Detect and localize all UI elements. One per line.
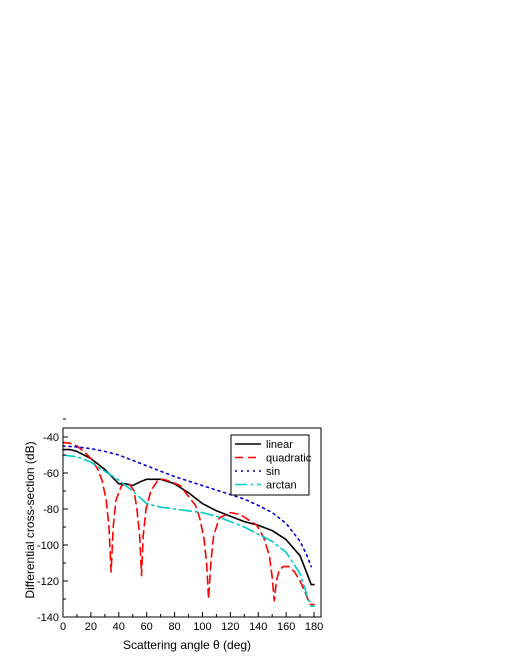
x-tick-label: 140 — [249, 621, 267, 633]
x-axis: 0 20 40 60 80 100 120 140 160 180 — [60, 612, 323, 633]
legend-label-arctan: arctan — [266, 480, 297, 492]
y-tick-label: -80 — [43, 504, 59, 516]
x-tick-label: 100 — [193, 621, 211, 633]
x-tick-label: 40 — [113, 621, 125, 633]
legend-label-linear: linear — [266, 439, 293, 451]
y-tick-label: -60 — [43, 468, 59, 480]
y-tick-label: -140 — [37, 612, 59, 624]
legend-label-quadratic: quadratic — [266, 453, 312, 465]
x-tick-label: 60 — [141, 621, 153, 633]
y-axis: -140 -120 -100 -80 -60 -40 — [37, 418, 68, 624]
x-tick-label: 160 — [277, 621, 295, 633]
x-tick-label: 20 — [85, 621, 97, 633]
series-sin-line — [62, 445, 312, 568]
x-tick-label: 180 — [305, 621, 323, 633]
y-tick-label: -100 — [37, 540, 59, 552]
legend-label-sin: sin — [266, 466, 280, 478]
series-quadratic-line — [62, 441, 315, 606]
x-tick-label: 0 — [60, 621, 66, 633]
y-tick-label: -40 — [43, 432, 59, 444]
y-axis-title: Differential cross-section (dB) — [23, 441, 37, 598]
x-tick-label: 120 — [221, 621, 239, 633]
y-tick-label: -120 — [37, 576, 59, 588]
series-arctan-line — [62, 454, 315, 607]
x-tick-label: 80 — [168, 621, 180, 633]
x-axis-title: Scattering angle θ (deg) — [123, 638, 251, 652]
plot-lines — [62, 441, 315, 607]
plot-frame — [62, 427, 322, 618]
